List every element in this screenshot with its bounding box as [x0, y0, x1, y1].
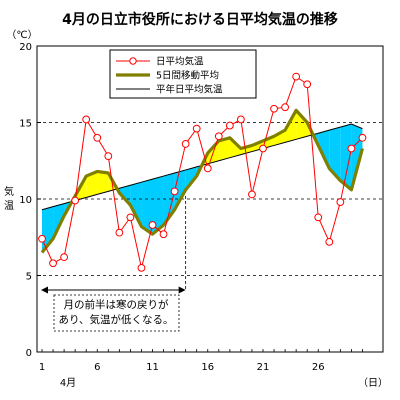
data-point	[159, 230, 168, 239]
chart-title: 4月の日立市役所における日平均気温の推移	[62, 11, 338, 28]
x-tick-label: 26	[312, 362, 325, 373]
fill-above-normal	[97, 171, 109, 195]
fill-above-normal	[274, 130, 286, 146]
annotation-text: あり、気温が低くなる。	[58, 313, 173, 326]
data-point	[259, 144, 267, 153]
data-point	[60, 253, 68, 262]
data-point	[104, 152, 113, 161]
y-tick-label: 0	[26, 348, 32, 359]
legend-marker-daily	[129, 57, 137, 65]
data-point	[237, 115, 245, 124]
data-point	[336, 198, 345, 206]
annotation-text: 月の前半は寒の戻りが	[64, 298, 169, 311]
data-point	[49, 259, 57, 268]
fill-below-normal	[318, 130, 330, 169]
data-point	[148, 221, 157, 229]
x-month-label: 4月	[60, 377, 76, 389]
data-point	[170, 187, 179, 196]
data-point	[192, 124, 201, 133]
x-tick-label: 6	[94, 362, 100, 373]
fill-below-normal	[130, 182, 142, 227]
data-point	[82, 115, 91, 124]
x-unit-label: （日）	[358, 377, 388, 389]
fill-above-normal	[296, 110, 308, 140]
data-point	[270, 104, 278, 113]
legend-label: 日平均気温	[156, 56, 204, 68]
annotation-arrowhead-right	[178, 286, 186, 294]
annotation-arrowhead-left	[41, 286, 48, 294]
data-point	[181, 140, 190, 148]
data-point	[292, 72, 301, 81]
y-axis-label: 気	[4, 185, 14, 198]
series-line-moving-average	[40, 108, 364, 254]
fill-below-normal	[152, 176, 164, 235]
data-point	[214, 132, 223, 141]
data-point	[93, 133, 102, 142]
series-line-daily	[41, 75, 363, 268]
legend-label: 5日間移動平均	[156, 70, 219, 82]
fill-below-normal	[141, 179, 153, 235]
data-point	[248, 190, 256, 199]
data-point	[137, 263, 146, 272]
data-point	[281, 103, 290, 112]
data-point	[358, 133, 367, 142]
fill-above-normal	[86, 171, 98, 198]
annotation-box	[53, 294, 180, 332]
data-point	[115, 228, 124, 237]
data-point	[38, 234, 46, 243]
y-tick-label: 10	[19, 195, 32, 206]
x-tick-label: 1	[39, 362, 45, 373]
data-point	[126, 213, 135, 222]
y-unit-label: （℃）	[6, 29, 37, 41]
data-point	[314, 213, 323, 222]
data-point	[325, 237, 334, 246]
data-point	[303, 80, 312, 89]
data-point	[203, 164, 212, 173]
data-point	[225, 121, 234, 130]
fill-above-normal	[229, 137, 241, 158]
legend-label: 平年日平均気温	[156, 84, 223, 96]
y-tick-label: 20	[19, 42, 32, 53]
data-point	[71, 196, 80, 205]
y-tick-label: 15	[19, 119, 32, 130]
fill-above-normal	[263, 136, 275, 149]
x-tick-label: 16	[201, 362, 214, 373]
x-tick-label: 21	[257, 362, 270, 373]
fill-below-normal	[329, 127, 341, 181]
fill-above-normal	[218, 137, 230, 161]
y-tick-label: 5	[26, 272, 32, 283]
fill-below-normal	[340, 124, 352, 190]
data-point	[347, 144, 356, 153]
y-axis-label: 温	[4, 200, 14, 212]
x-tick-label: 11	[146, 362, 159, 373]
